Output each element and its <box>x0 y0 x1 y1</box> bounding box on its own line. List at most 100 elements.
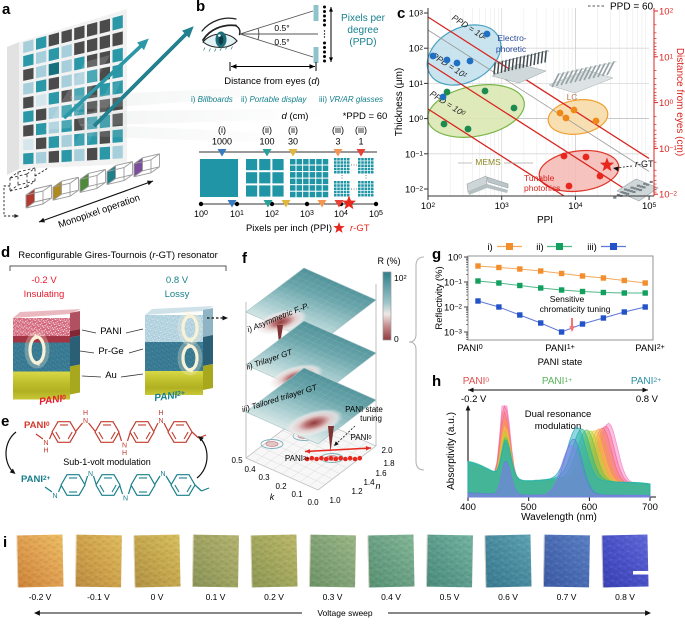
svg-text:Electro-: Electro- <box>497 33 526 43</box>
svg-text:H: H <box>83 410 88 417</box>
svg-text:degree: degree <box>347 25 379 36</box>
svg-text:(ii): (ii) <box>288 125 298 135</box>
svg-text:100: 100 <box>409 114 424 125</box>
svg-text:(ii): (ii) <box>262 125 272 135</box>
svg-text:PPI: PPI <box>537 215 553 226</box>
svg-text:R (%): R (%) <box>378 256 401 266</box>
svg-text:0.5°: 0.5° <box>274 23 289 33</box>
svg-text:tuning: tuning <box>360 414 382 423</box>
svg-text:0.0: 0.0 <box>307 498 319 507</box>
svg-text:0.7 V: 0.7 V <box>557 592 577 602</box>
svg-text:c: c <box>397 5 405 22</box>
svg-text:N: N <box>43 440 48 447</box>
svg-text:0.4: 0.4 <box>244 465 256 474</box>
svg-text:iii): iii) <box>587 242 597 253</box>
svg-text:1.8: 1.8 <box>383 459 395 468</box>
svg-text:103: 103 <box>409 9 424 20</box>
svg-text:30: 30 <box>288 137 298 147</box>
svg-text:i: i <box>3 534 7 551</box>
svg-text:N: N <box>122 443 127 450</box>
svg-text:Pixels per: Pixels per <box>341 13 386 24</box>
svg-text:(iii): (iii) <box>332 125 344 135</box>
svg-text:101: 101 <box>230 209 244 219</box>
svg-text:PANI0: PANI0 <box>463 376 490 387</box>
svg-text:Distance from eyes (cm): Distance from eyes (cm) <box>674 48 685 156</box>
svg-text:b: b <box>196 0 205 15</box>
svg-text:a: a <box>2 1 11 18</box>
svg-text:Sensitive: Sensitive <box>550 294 585 304</box>
svg-text:Thickness (μm): Thickness (μm) <box>394 68 405 137</box>
svg-text:500: 500 <box>521 502 537 513</box>
svg-text:1.2: 1.2 <box>351 487 363 496</box>
svg-text:phoretic: phoretic <box>496 44 527 54</box>
svg-text:r-GT: r-GT <box>350 223 370 234</box>
svg-text:iii) VR/AR glasses: iii) VR/AR glasses <box>319 95 383 104</box>
svg-text:g: g <box>432 246 441 263</box>
svg-text:102: 102 <box>421 201 436 212</box>
svg-text:-0.2 V: -0.2 V <box>29 592 52 602</box>
svg-text:0.5: 0.5 <box>231 456 243 465</box>
svg-text:H: H <box>122 450 127 457</box>
svg-text:1.0: 1.0 <box>329 496 341 505</box>
svg-text:PANI1+: PANI1+ <box>545 343 575 354</box>
svg-text:MEMS: MEMS <box>475 157 501 167</box>
svg-text:400: 400 <box>460 502 476 513</box>
svg-text:0.1: 0.1 <box>291 490 303 499</box>
svg-text:1.6: 1.6 <box>375 469 387 478</box>
svg-text:Tunable: Tunable <box>524 173 555 183</box>
svg-text:PANI2+: PANI2+ <box>21 474 51 485</box>
svg-text:h: h <box>432 373 441 390</box>
svg-text:(PPD): (PPD) <box>349 37 376 48</box>
svg-text:PANI2+: PANI2+ <box>154 389 186 404</box>
svg-text:PANI2+: PANI2+ <box>285 454 309 463</box>
svg-text:-0.2 V: -0.2 V <box>31 275 57 286</box>
svg-text:e: e <box>1 413 9 430</box>
svg-text:0.4 V: 0.4 V <box>381 592 401 602</box>
svg-text:Reflectivity (%): Reflectivity (%) <box>434 266 445 329</box>
svg-text:Absorptivity (a.u.): Absorptivity (a.u.) <box>446 412 457 490</box>
svg-text:N: N <box>160 471 165 478</box>
svg-text:ii) Portable display: ii) Portable display <box>241 95 307 104</box>
svg-text:Lossy: Lossy <box>165 289 190 300</box>
svg-text:Insulating: Insulating <box>24 289 65 300</box>
svg-text:chromaticity tuning: chromaticity tuning <box>540 304 611 314</box>
svg-text:600: 600 <box>581 502 597 513</box>
svg-text:Voltage sweep: Voltage sweep <box>317 608 373 618</box>
svg-text:Au: Au <box>105 370 117 381</box>
svg-text:3: 3 <box>335 137 340 147</box>
svg-text:d (cm): d (cm) <box>282 111 309 122</box>
svg-text:10−1: 10−1 <box>405 149 423 160</box>
svg-text:Sub-1-volt modulation: Sub-1-volt modulation <box>63 457 151 467</box>
svg-text:PANI0: PANI0 <box>350 433 371 442</box>
svg-text:100: 100 <box>259 137 274 147</box>
svg-text:2.0: 2.0 <box>381 446 393 455</box>
svg-text:-0.2 V: -0.2 V <box>461 394 487 405</box>
svg-text:N: N <box>88 471 93 478</box>
svg-text:Distance from eyes (d): Distance from eyes (d) <box>224 76 320 87</box>
svg-text:PANI0: PANI0 <box>457 343 482 354</box>
svg-text:*PPD = 60: *PPD = 60 <box>343 111 388 122</box>
svg-text:N: N <box>52 493 57 500</box>
svg-text:(iii): (iii) <box>355 125 367 135</box>
svg-text:103: 103 <box>495 201 510 212</box>
svg-text:105: 105 <box>642 201 657 212</box>
svg-text:10−1: 10−1 <box>659 144 677 155</box>
svg-text:10−3: 10−3 <box>444 328 462 339</box>
svg-text:1000: 1000 <box>212 137 232 147</box>
svg-text:PANI0: PANI0 <box>24 420 50 431</box>
svg-text:10−2: 10−2 <box>405 185 423 196</box>
svg-text:0.8 V: 0.8 V <box>615 592 635 602</box>
svg-text:Dual resonance: Dual resonance <box>525 409 592 420</box>
svg-text:103: 103 <box>300 209 314 219</box>
svg-text:Wavelength (nm): Wavelength (nm) <box>521 512 597 523</box>
svg-text:H: H <box>43 448 48 455</box>
svg-text:f: f <box>242 250 248 267</box>
svg-text:LC: LC <box>567 92 578 102</box>
svg-text:modulation: modulation <box>535 421 581 432</box>
svg-text:-0.1 V: -0.1 V <box>87 592 110 602</box>
svg-text:PANI2+: PANI2+ <box>635 343 665 354</box>
svg-text:100: 100 <box>659 98 674 109</box>
svg-text:700: 700 <box>642 502 658 513</box>
svg-text:N: N <box>123 496 128 503</box>
svg-text:PANI1+: PANI1+ <box>542 376 572 387</box>
